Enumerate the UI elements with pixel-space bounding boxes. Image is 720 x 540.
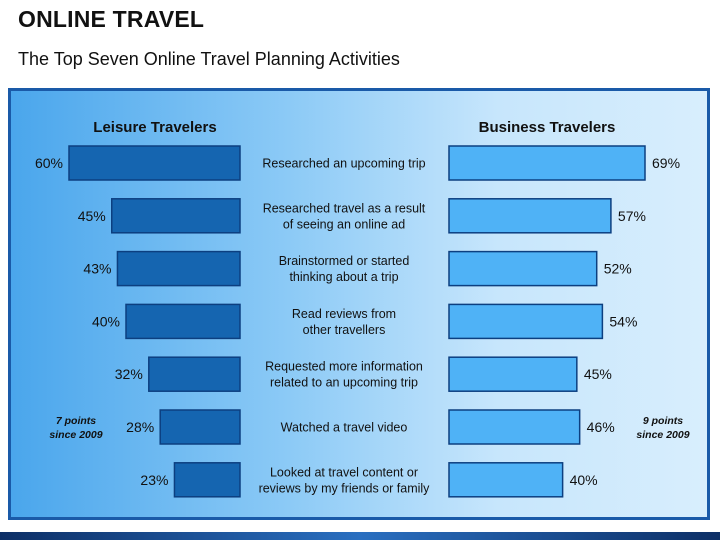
right-annotation: since 2009 (636, 429, 689, 441)
category-label: Read reviews from (292, 307, 396, 321)
business-value-label: 57% (618, 208, 646, 224)
business-value-label: 40% (570, 472, 598, 488)
leisure-bar (159, 409, 241, 445)
business-value-label: 54% (609, 313, 637, 329)
business-value-label: 69% (652, 155, 680, 171)
leisure-bar (111, 198, 241, 234)
leisure-value-label: 60% (35, 155, 63, 171)
right-annotation: 9 points (643, 415, 683, 427)
leisure-value-label: 23% (140, 472, 168, 488)
leisure-value-label: 43% (83, 261, 111, 277)
business-bar (448, 303, 604, 340)
category-label: Requested more information (265, 360, 423, 374)
business-bar (448, 198, 612, 234)
business-bar (448, 356, 578, 392)
leisure-value-label: 40% (92, 313, 120, 329)
leisure-header: Leisure Travelers (93, 119, 216, 136)
footer-bar (0, 532, 720, 540)
business-bar (448, 145, 646, 181)
category-label: Looked at travel content or (270, 465, 418, 479)
business-bar (448, 409, 581, 445)
business-value-label: 46% (587, 419, 615, 435)
leisure-bar (173, 462, 241, 498)
leisure-value-label: 28% (126, 419, 154, 435)
page-title: ONLINE TRAVEL (18, 6, 205, 32)
category-label: Researched travel as a result (263, 201, 426, 215)
category-label: related to an upcoming trip (270, 376, 418, 390)
category-label: Brainstormed or started (279, 254, 410, 268)
leisure-value-label: 45% (78, 208, 106, 224)
business-value-label: 45% (584, 366, 612, 382)
leisure-bar (148, 356, 241, 392)
leisure-bar (116, 250, 241, 287)
category-label: of seeing an online ad (283, 217, 405, 231)
leisure-bar (68, 145, 241, 181)
page-subtitle: The Top Seven Online Travel Planning Act… (18, 49, 400, 69)
business-header: Business Travelers (479, 119, 616, 136)
category-label: Researched an upcoming trip (262, 157, 425, 171)
leisure-value-label: 32% (115, 366, 143, 382)
category-label: thinking about a trip (289, 270, 398, 284)
category-label: reviews by my friends or family (259, 481, 431, 495)
business-bar (448, 250, 598, 287)
category-label: Watched a travel video (281, 421, 408, 435)
category-label: other travellers (303, 323, 386, 337)
left-annotation: since 2009 (49, 429, 102, 441)
leisure-bar (125, 303, 241, 340)
business-value-label: 52% (604, 261, 632, 277)
business-bar (448, 462, 564, 498)
left-annotation: 7 points (56, 415, 96, 427)
